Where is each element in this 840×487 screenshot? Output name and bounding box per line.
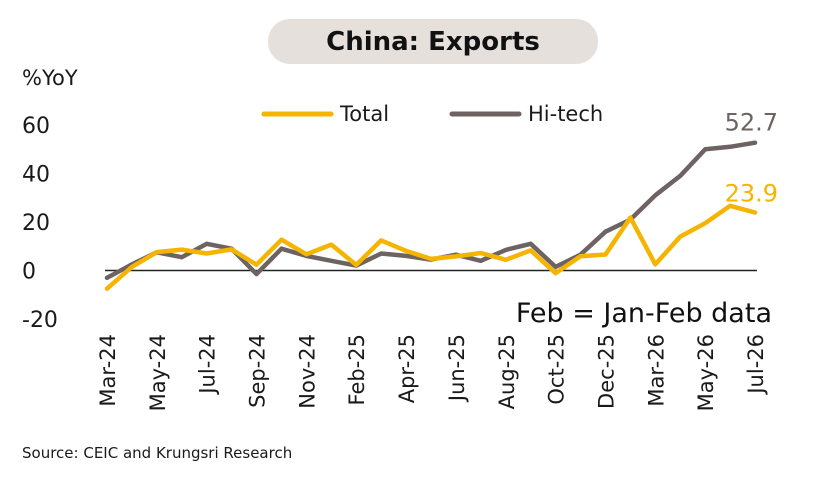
end-value-label-hitech: 52.7 [725,109,778,137]
x-tick-label: May-26 [694,334,718,411]
y-tick-label: 60 [22,114,50,139]
x-tick-label: Aug-25 [495,334,519,409]
x-tick-label: Nov-24 [295,334,319,409]
series-line-total [104,203,758,291]
x-tick-label: Jul-24 [196,334,220,396]
x-tick-label: Jul-26 [744,334,768,396]
x-tick-label: Oct-25 [545,334,569,405]
y-tick-label: 0 [22,260,36,285]
x-tick-label: May-24 [146,334,170,411]
x-tick-label: Dec-25 [594,334,618,409]
x-tick-label: Mar-26 [644,334,668,407]
series-lines: 23.9 52.7 [104,109,778,291]
y-axis-label: %YoY [22,66,78,90]
x-tick-label: Mar-24 [96,334,120,407]
x-tick-label: Apr-25 [395,334,419,403]
x-tick-label: Sep-24 [246,334,270,408]
legend: Total Hi-tech [261,102,603,126]
title-pill [268,19,598,64]
chart-title: China: Exports [326,27,540,57]
legend-label-total: Total [339,102,389,126]
source-note: Source: CEIC and Krungsri Research [22,444,292,462]
y-tick-labels: -20 0 20 40 60 [22,114,58,333]
x-tick-labels: Mar-24 May-24 Jul-24 Sep-24 Nov-24 Feb-25 Apr-… [96,334,768,411]
note-annotation: Feb = Jan-Feb data [516,298,772,329]
legend-label-hitech: Hi-tech [528,102,603,126]
x-tick-label: Feb-25 [345,334,369,405]
y-tick-label: -20 [22,308,58,333]
x-tick-label: Jun-25 [445,334,469,403]
end-value-label-total: 23.9 [725,180,778,208]
y-tick-label: 20 [22,211,50,236]
y-tick-label: 40 [22,163,50,188]
